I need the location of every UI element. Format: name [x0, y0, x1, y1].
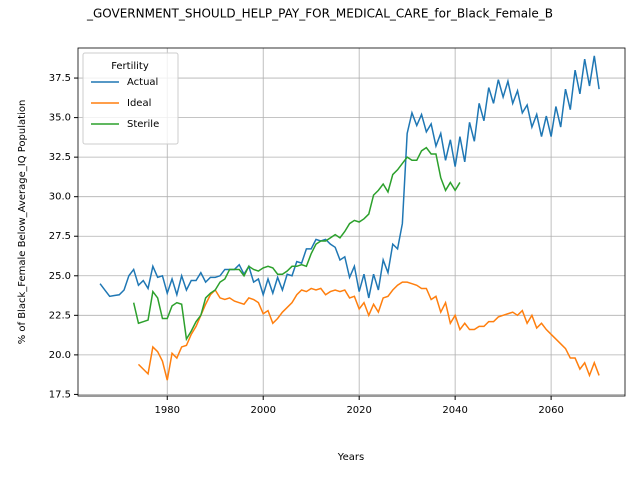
y-axis-label: % of Black_Female Below_Average_IQ Popul…: [17, 100, 28, 345]
y-tick-label: 25.0: [49, 271, 71, 282]
legend-box: [82, 52, 179, 145]
y-tick-label: 27.5: [49, 231, 71, 242]
x-tick-label: 2000: [250, 405, 275, 416]
y-tick-label: 17.5: [49, 389, 71, 400]
legend-label: Sterile: [127, 119, 159, 130]
x-tick-label: 2020: [346, 405, 371, 416]
x-tick-label: 1980: [155, 405, 180, 416]
series-line: [132, 146, 461, 342]
x-tick-label: 2040: [442, 405, 467, 416]
y-tick-label: 35.0: [49, 113, 71, 124]
y-tick-label: 22.5: [49, 310, 71, 321]
y-tick-label: 20.0: [49, 350, 71, 361]
legend-label: Ideal: [127, 98, 151, 109]
legend-title: Fertility: [111, 61, 149, 72]
legend-label: Actual: [127, 77, 158, 88]
series-line: [99, 55, 600, 299]
y-tick-label: 32.5: [49, 152, 71, 163]
x-tick-label: 2060: [538, 405, 563, 416]
y-tick-label: 30.0: [49, 192, 71, 203]
chart-title: _GOVERNMENT_SHOULD_HELP_PAY_FOR_MEDICAL_…: [86, 7, 553, 21]
plot-frame: [77, 47, 626, 397]
x-axis-label: Years: [337, 452, 364, 463]
y-tick-label: 37.5: [49, 73, 71, 84]
